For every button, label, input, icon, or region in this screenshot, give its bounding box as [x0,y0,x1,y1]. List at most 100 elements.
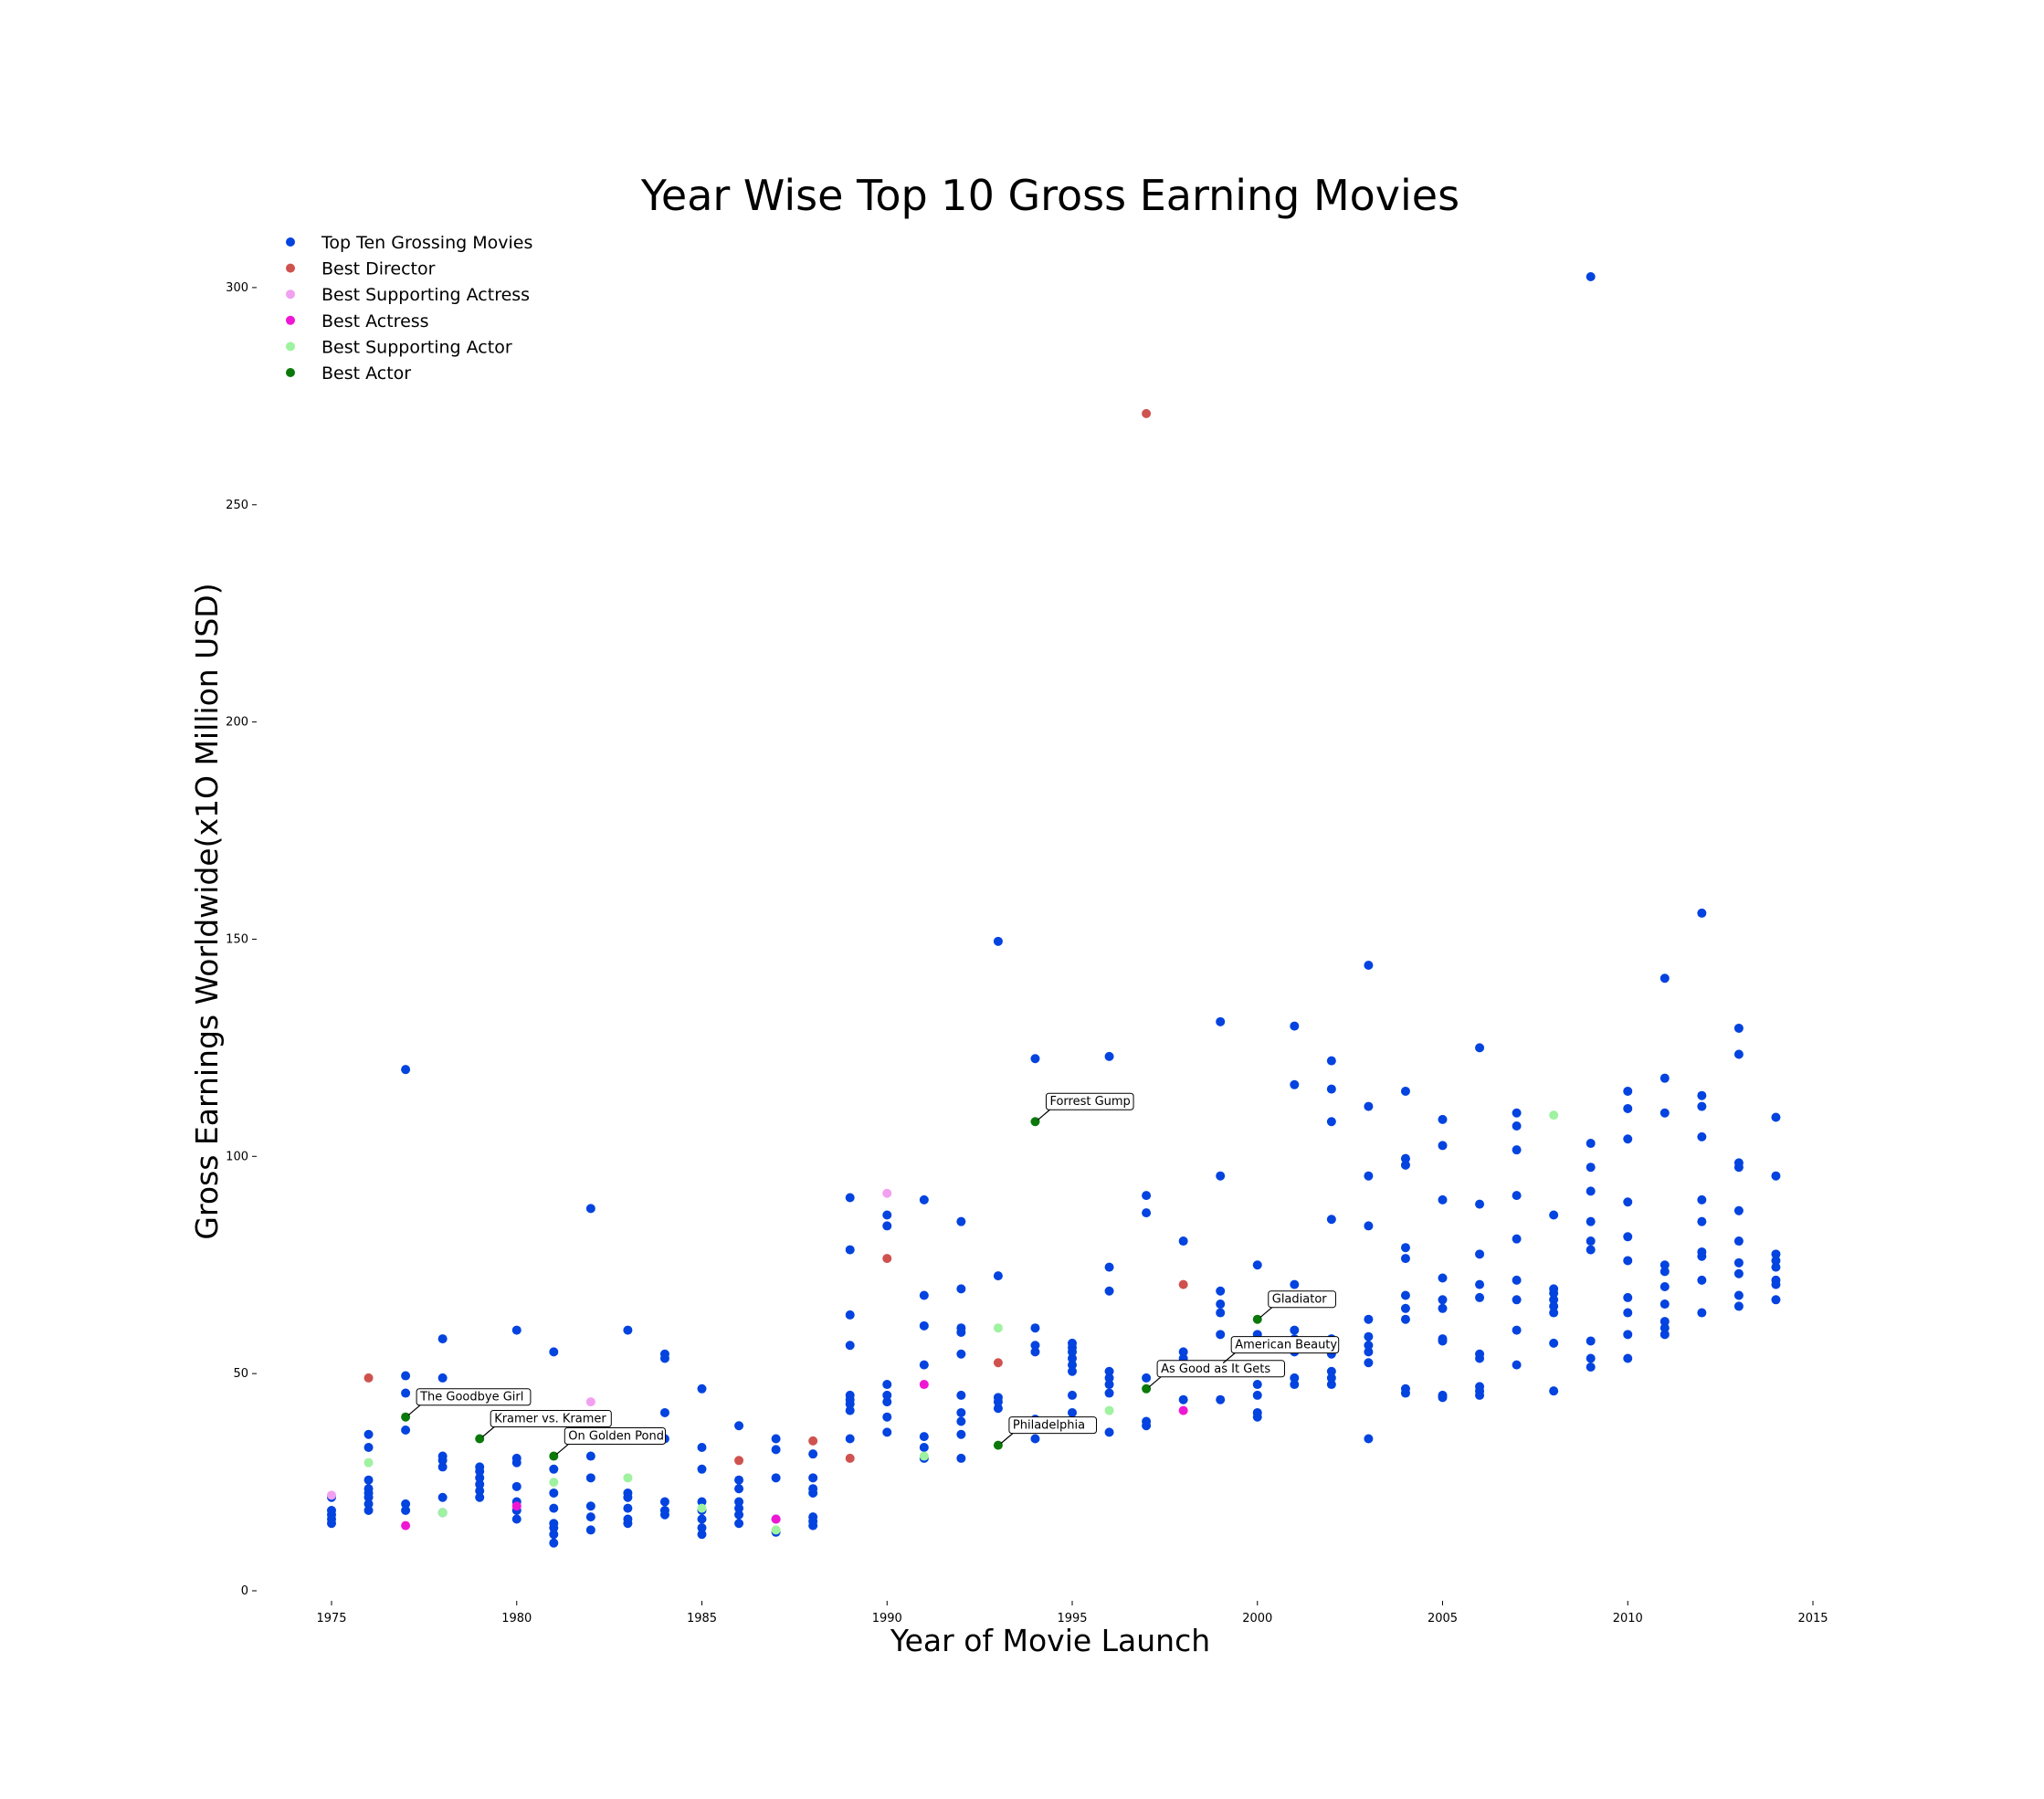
point-top-ten-grossing-movies [623,1503,633,1513]
x-tick-label: 1985 [687,1612,717,1625]
point-top-ten-grossing-movies [659,1407,669,1417]
point-top-ten-grossing-movies [956,1216,966,1226]
legend-label: Best Actress [321,311,429,331]
point-top-ten-grossing-movies [475,1492,485,1502]
point-top-ten-grossing-movies [511,1514,522,1524]
point-top-ten-grossing-movies [1216,1394,1226,1404]
point-top-ten-grossing-movies [401,1505,411,1515]
point-top-ten-grossing-movies [697,1443,707,1453]
point-top-ten-grossing-movies [437,1451,448,1461]
point-top-ten-grossing-movies [475,1486,485,1496]
point-top-ten-grossing-movies [437,1334,448,1344]
point-top-ten-grossing-movies [808,1473,818,1483]
point-top-ten-grossing-movies [1438,1114,1448,1124]
point-top-ten-grossing-movies [697,1464,707,1474]
point-top-ten-grossing-movies [1771,1262,1781,1272]
point-top-ten-grossing-movies [1586,1139,1596,1149]
point-top-ten-grossing-movies [1400,1290,1410,1300]
point-top-ten-grossing-movies [1290,1021,1300,1031]
point-top-ten-grossing-movies [1400,1383,1410,1394]
point-top-ten-grossing-movies [549,1347,559,1357]
point-top-ten-grossing-movies [511,1325,522,1335]
point-top-ten-grossing-movies [1623,1330,1633,1340]
point-top-ten-grossing-movies [1623,1292,1633,1302]
point-top-ten-grossing-movies [993,1404,1003,1414]
point-top-ten-grossing-movies [1659,1108,1670,1118]
point-top-ten-grossing-movies [1030,1054,1040,1064]
point-top-ten-grossing-movies [1659,973,1670,984]
point-top-ten-grossing-movies [1400,1314,1410,1324]
point-top-ten-grossing-movies [1068,1390,1077,1400]
point-top-ten-grossing-movies [1771,1112,1781,1122]
point-top-ten-grossing-movies [1697,908,1707,918]
point-top-ten-grossing-movies [1142,1208,1152,1218]
point-top-ten-grossing-movies [1586,1336,1596,1346]
point-top-ten-grossing-movies [697,1523,707,1533]
point-top-ten-grossing-movies [1290,1325,1300,1335]
point-top-ten-grossing-movies [1142,1416,1152,1426]
legend-label: Best Director [321,259,436,279]
point-best-supporting-actor [363,1457,374,1468]
x-tick-label: 1975 [316,1612,346,1625]
point-top-ten-grossing-movies [1104,1366,1114,1376]
point-top-ten-grossing-movies [1771,1256,1781,1266]
annotation-arrow [555,1444,569,1455]
point-top-ten-grossing-movies [808,1512,818,1522]
point-top-ten-grossing-movies [475,1479,485,1489]
point-top-ten-grossing-movies [1475,1249,1485,1259]
point-top-ten-grossing-movies [585,1204,595,1214]
point-top-ten-grossing-movies [1623,1232,1633,1242]
point-top-ten-grossing-movies [437,1462,448,1472]
point-top-ten-grossing-movies [993,1271,1003,1281]
point-top-ten-grossing-movies [845,1390,855,1400]
point-top-ten-grossing-movies [1512,1360,1522,1370]
point-best-director [882,1254,892,1264]
point-top-ten-grossing-movies [1216,1016,1226,1026]
point-best-director [1178,1279,1188,1289]
point-top-ten-grossing-movies [956,1349,966,1359]
y-tick-label: 250 [226,499,248,512]
point-top-ten-grossing-movies [1549,1308,1559,1318]
point-top-ten-grossing-movies [363,1443,374,1453]
y-axis-ticks: 0 50 100 150 200 250 300 [226,281,257,1598]
point-top-ten-grossing-movies [1475,1382,1485,1392]
point-top-ten-grossing-movies [1104,1262,1114,1272]
annotation-label: American Beauty [1235,1339,1337,1352]
point-top-ten-grossing-movies [845,1434,855,1444]
point-top-ten-grossing-movies [1068,1407,1077,1417]
point-top-ten-grossing-movies [1549,1338,1559,1348]
point-top-ten-grossing-movies [1623,1134,1633,1144]
annotation-label: As Good as It Gets [1161,1362,1270,1376]
point-best-actor [1252,1314,1262,1324]
point-top-ten-grossing-movies [1364,960,1374,970]
point-top-ten-grossing-movies [475,1473,485,1483]
point-top-ten-grossing-movies [1697,1131,1707,1141]
point-top-ten-grossing-movies [1326,1366,1336,1376]
point-top-ten-grossing-movies [1068,1338,1077,1348]
point-top-ten-grossing-movies [734,1503,744,1513]
point-top-ten-grossing-movies [734,1497,744,1507]
point-top-ten-grossing-movies [734,1519,744,1529]
point-top-ten-grossing-movies [1178,1394,1188,1404]
point-best-supporting-actor [771,1525,781,1535]
data-points [327,272,1781,1548]
point-best-supporting-actor [623,1473,633,1483]
point-best-actor [1142,1383,1152,1394]
point-top-ten-grossing-movies [549,1503,559,1513]
x-tick-label: 1980 [501,1612,532,1625]
point-best-supporting-actor [1104,1405,1114,1415]
point-top-ten-grossing-movies [1216,1330,1226,1340]
point-best-supporting-actress [882,1188,892,1198]
point-top-ten-grossing-movies [882,1210,892,1220]
annotation-label: Philadelphia [1013,1419,1085,1433]
annotations: The Goodbye Girl Kramer vs. Kramer On Gold… [407,1092,1340,1455]
point-top-ten-grossing-movies [1475,1349,1485,1359]
x-axis-ticks: 1975 1980 1985 1990 1995 2000 2005 2010 2015 [316,1601,1828,1625]
point-top-ten-grossing-movies [1475,1199,1485,1209]
point-top-ten-grossing-movies [1142,1373,1152,1383]
point-top-ten-grossing-movies [585,1525,595,1535]
point-top-ten-grossing-movies [1475,1279,1485,1289]
point-top-ten-grossing-movies [549,1519,559,1529]
point-best-supporting-actress [585,1397,595,1407]
